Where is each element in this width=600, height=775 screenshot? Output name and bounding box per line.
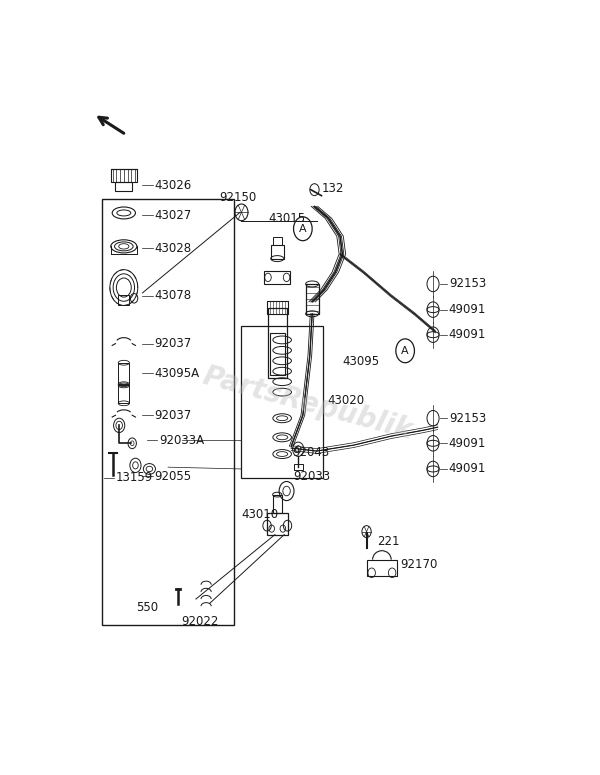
Text: 92033: 92033: [293, 470, 331, 483]
Bar: [267, 512, 287, 535]
Bar: [270, 333, 285, 375]
Text: 49091: 49091: [449, 328, 486, 341]
Bar: [272, 236, 282, 246]
Bar: [293, 464, 303, 470]
Text: 92153: 92153: [449, 412, 486, 425]
Text: 92033A: 92033A: [159, 434, 204, 447]
Text: A: A: [299, 224, 307, 234]
Bar: [118, 294, 130, 305]
Text: PartsRepublik: PartsRepublik: [199, 362, 416, 445]
Bar: [111, 169, 137, 182]
Bar: [102, 198, 233, 625]
Bar: [268, 308, 287, 378]
Text: 92150: 92150: [219, 191, 256, 204]
Bar: [272, 494, 282, 512]
Text: A: A: [401, 346, 409, 356]
Text: 92037: 92037: [155, 337, 192, 350]
Text: 92170: 92170: [401, 558, 438, 571]
Bar: [367, 560, 397, 577]
Text: 92037: 92037: [155, 408, 192, 422]
Bar: [241, 326, 323, 478]
Text: 43095A: 43095A: [155, 367, 200, 380]
Text: 92022: 92022: [181, 615, 218, 628]
Text: 43028: 43028: [155, 242, 191, 255]
Text: 92153: 92153: [449, 277, 486, 291]
Text: 49091: 49091: [449, 303, 486, 316]
Text: 49091: 49091: [449, 437, 486, 450]
Text: 43010: 43010: [241, 508, 278, 522]
Text: 43026: 43026: [155, 179, 192, 192]
Text: 49091: 49091: [449, 463, 486, 475]
Bar: [115, 182, 132, 191]
Text: 132: 132: [322, 182, 344, 195]
Bar: [264, 270, 290, 284]
Bar: [305, 284, 319, 314]
Text: 221: 221: [377, 536, 400, 548]
Bar: [118, 363, 130, 384]
Text: 550: 550: [137, 601, 158, 614]
Text: 92043: 92043: [293, 446, 330, 459]
Bar: [271, 246, 284, 259]
Text: 13159: 13159: [116, 471, 153, 484]
Text: 43095: 43095: [343, 355, 380, 368]
Text: 43020: 43020: [327, 394, 364, 407]
Bar: [267, 301, 287, 314]
Bar: [118, 385, 130, 403]
Text: 43027: 43027: [155, 208, 192, 222]
Text: 92055: 92055: [155, 470, 191, 483]
Text: 43078: 43078: [155, 289, 191, 302]
Text: 43015: 43015: [268, 212, 305, 225]
